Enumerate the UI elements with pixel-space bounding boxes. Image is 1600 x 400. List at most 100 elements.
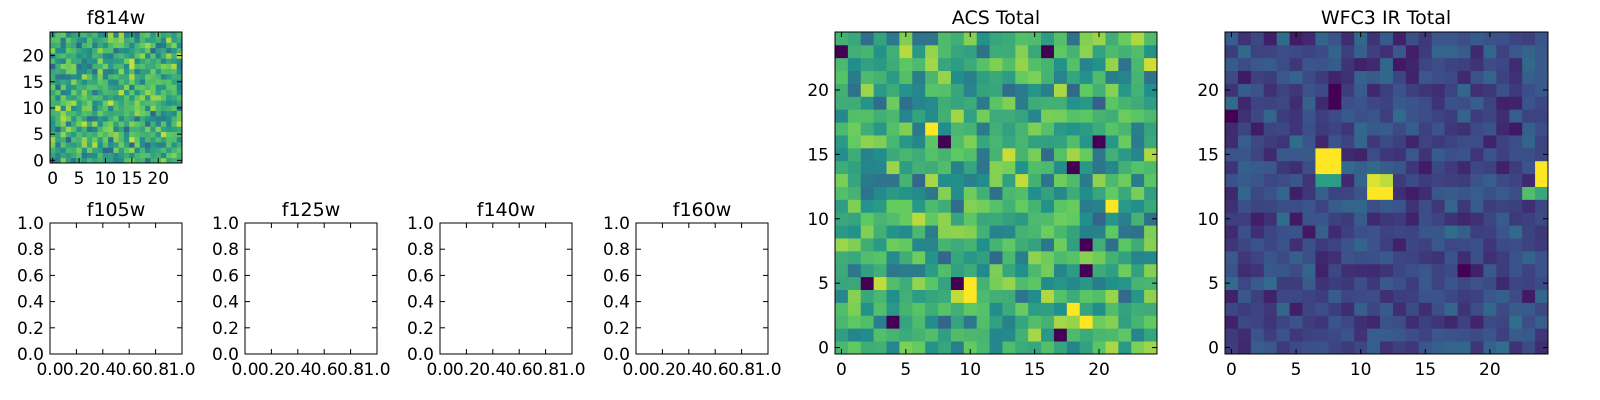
heatmap-cell bbox=[1066, 250, 1081, 265]
heatmap-cell bbox=[1225, 109, 1239, 123]
heatmap-cell bbox=[912, 250, 926, 265]
heatmap-cell bbox=[108, 32, 114, 38]
heatmap-cell bbox=[166, 100, 172, 106]
heatmap-cell bbox=[1250, 160, 1265, 175]
y-tick-label: 0.0 bbox=[603, 345, 630, 365]
heatmap-cell bbox=[950, 70, 965, 84]
heatmap-cell bbox=[976, 173, 990, 187]
heatmap-cell bbox=[160, 110, 167, 117]
heatmap-cell bbox=[76, 110, 83, 117]
heatmap-cell bbox=[166, 68, 172, 75]
heatmap-cell bbox=[129, 152, 135, 159]
heatmap-cell bbox=[1225, 57, 1239, 72]
heatmap-cell bbox=[129, 58, 135, 64]
heatmap-cell bbox=[1302, 289, 1316, 303]
heatmap-cell bbox=[1225, 276, 1239, 290]
heatmap-cell bbox=[55, 152, 61, 159]
heatmap-cell bbox=[1079, 186, 1093, 200]
heatmap-cell bbox=[150, 47, 156, 54]
heatmap-cell bbox=[1315, 199, 1329, 213]
heatmap-cell bbox=[1028, 212, 1042, 226]
heatmap-cell bbox=[1315, 186, 1329, 200]
heatmap-cell bbox=[139, 152, 146, 159]
heatmap-cell bbox=[1392, 96, 1407, 110]
heatmap-cell bbox=[950, 289, 965, 303]
heatmap-cell bbox=[976, 70, 990, 84]
heatmap-cell bbox=[1041, 70, 1055, 84]
heatmap-cell bbox=[950, 160, 965, 175]
heatmap-cell bbox=[1276, 250, 1290, 265]
heatmap-cell bbox=[102, 47, 109, 54]
heatmap-cell bbox=[1237, 44, 1252, 59]
heatmap-cell bbox=[1354, 250, 1368, 265]
heatmap-cell bbox=[989, 32, 1003, 46]
heatmap-cell bbox=[145, 32, 151, 38]
heatmap-cell bbox=[963, 328, 978, 342]
heatmap-cell bbox=[1522, 328, 1536, 342]
heatmap-cell bbox=[1237, 199, 1252, 213]
y-tick-label: 20 bbox=[1197, 81, 1219, 101]
heatmap-cell bbox=[860, 96, 875, 110]
heatmap-cell bbox=[950, 135, 965, 149]
heatmap-cell bbox=[71, 79, 77, 85]
heatmap-cell bbox=[963, 341, 978, 355]
heatmap-cell bbox=[139, 110, 146, 117]
heatmap-cell bbox=[1328, 289, 1342, 303]
heatmap-cell bbox=[60, 142, 67, 148]
heatmap-cell bbox=[171, 105, 178, 111]
heatmap-cell bbox=[150, 157, 156, 164]
heatmap-cell bbox=[1431, 225, 1446, 239]
heatmap-cell bbox=[1041, 289, 1055, 303]
heatmap-cell bbox=[1341, 147, 1355, 162]
heatmap-cell bbox=[835, 302, 849, 316]
heatmap-cell bbox=[1118, 250, 1132, 265]
heatmap-cell bbox=[873, 96, 887, 110]
heatmap-cell bbox=[1015, 147, 1029, 162]
heatmap-cell bbox=[886, 341, 900, 355]
heatmap-cell bbox=[166, 94, 172, 101]
heatmap-cell bbox=[55, 126, 61, 132]
heatmap-cell bbox=[1483, 225, 1497, 239]
heatmap-cell bbox=[1002, 70, 1016, 84]
heatmap-cell bbox=[139, 89, 146, 96]
heatmap-cell bbox=[1483, 289, 1497, 303]
heatmap-cell bbox=[1118, 135, 1132, 149]
heatmap-cell bbox=[1118, 225, 1132, 239]
heatmap-cell bbox=[118, 131, 125, 138]
heatmap-cell bbox=[1367, 83, 1381, 97]
heatmap-cell bbox=[134, 63, 141, 70]
heatmap-cell bbox=[1053, 135, 1068, 149]
heatmap-cell bbox=[1302, 147, 1316, 162]
heatmap-cell bbox=[899, 160, 913, 175]
x-tick-label: 15 bbox=[121, 169, 143, 189]
heatmap-cell bbox=[1289, 70, 1303, 84]
heatmap-cell bbox=[1483, 315, 1497, 329]
x-tick-label: 5 bbox=[1291, 360, 1302, 380]
heatmap-cell bbox=[160, 58, 167, 64]
heatmap-cell bbox=[1328, 44, 1342, 59]
heatmap-cell bbox=[860, 135, 875, 149]
heatmap-cell bbox=[1457, 250, 1471, 265]
heatmap-cell bbox=[938, 276, 952, 290]
heatmap-cell bbox=[102, 110, 109, 117]
heatmap-cell bbox=[1367, 147, 1381, 162]
heatmap-cell bbox=[118, 100, 125, 106]
heatmap-cell bbox=[129, 94, 135, 101]
heatmap-cell bbox=[1002, 238, 1016, 252]
heatmap-cell bbox=[1002, 341, 1016, 355]
heatmap-cell bbox=[1315, 328, 1329, 342]
heatmap-cell bbox=[873, 83, 887, 97]
heatmap-cell bbox=[166, 42, 172, 49]
heatmap-cell bbox=[1041, 199, 1055, 213]
panel-title-f140w: f140w bbox=[477, 199, 536, 221]
heatmap-cell bbox=[76, 126, 83, 132]
heatmap-cell bbox=[860, 238, 875, 252]
heatmap-cell bbox=[102, 147, 109, 153]
heatmap-cell bbox=[102, 152, 109, 159]
heatmap-cell bbox=[1315, 44, 1329, 59]
heatmap-cell bbox=[1002, 83, 1016, 97]
heatmap-cell bbox=[145, 115, 151, 122]
heatmap-cell bbox=[847, 70, 862, 84]
